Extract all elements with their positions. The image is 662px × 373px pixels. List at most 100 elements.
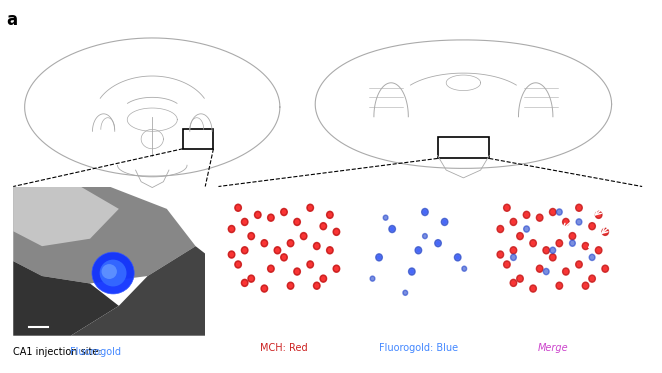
Circle shape bbox=[435, 240, 442, 247]
Circle shape bbox=[597, 213, 600, 217]
Circle shape bbox=[518, 234, 522, 238]
Circle shape bbox=[505, 263, 508, 266]
Circle shape bbox=[289, 284, 292, 288]
Circle shape bbox=[591, 225, 594, 228]
Circle shape bbox=[549, 254, 556, 261]
Circle shape bbox=[294, 219, 301, 225]
Circle shape bbox=[563, 219, 569, 225]
Circle shape bbox=[267, 214, 274, 221]
Circle shape bbox=[235, 261, 242, 268]
Text: Merge: Merge bbox=[538, 343, 568, 353]
Circle shape bbox=[577, 206, 581, 210]
Circle shape bbox=[536, 265, 543, 272]
Circle shape bbox=[235, 204, 242, 211]
Circle shape bbox=[287, 282, 294, 289]
Circle shape bbox=[243, 281, 246, 285]
Circle shape bbox=[230, 253, 233, 256]
Circle shape bbox=[576, 261, 583, 268]
Circle shape bbox=[604, 267, 607, 270]
Circle shape bbox=[261, 240, 267, 247]
Circle shape bbox=[576, 219, 582, 225]
Circle shape bbox=[322, 277, 325, 280]
Circle shape bbox=[294, 268, 301, 275]
Circle shape bbox=[583, 242, 589, 250]
Circle shape bbox=[315, 244, 318, 248]
Circle shape bbox=[274, 247, 281, 254]
Circle shape bbox=[589, 254, 595, 260]
Circle shape bbox=[597, 248, 600, 252]
Circle shape bbox=[295, 220, 299, 224]
Circle shape bbox=[276, 248, 279, 252]
Circle shape bbox=[243, 248, 246, 252]
Circle shape bbox=[389, 225, 395, 233]
Ellipse shape bbox=[99, 260, 126, 286]
Circle shape bbox=[498, 253, 502, 256]
Ellipse shape bbox=[101, 264, 117, 279]
Circle shape bbox=[295, 270, 299, 273]
Polygon shape bbox=[13, 186, 119, 246]
Circle shape bbox=[333, 265, 340, 272]
Circle shape bbox=[424, 210, 426, 214]
Circle shape bbox=[512, 248, 515, 252]
Circle shape bbox=[563, 268, 569, 275]
Circle shape bbox=[543, 247, 549, 254]
Circle shape bbox=[283, 210, 285, 214]
Circle shape bbox=[517, 275, 523, 282]
Circle shape bbox=[602, 265, 608, 272]
Circle shape bbox=[328, 248, 332, 252]
Circle shape bbox=[510, 279, 517, 286]
Circle shape bbox=[326, 211, 333, 218]
Circle shape bbox=[254, 211, 261, 218]
Circle shape bbox=[517, 233, 523, 239]
Circle shape bbox=[583, 282, 589, 289]
Circle shape bbox=[269, 267, 273, 270]
Circle shape bbox=[443, 220, 446, 224]
Circle shape bbox=[307, 204, 314, 211]
Circle shape bbox=[263, 241, 266, 245]
Circle shape bbox=[335, 230, 338, 233]
Circle shape bbox=[602, 228, 608, 235]
Circle shape bbox=[589, 223, 595, 230]
Circle shape bbox=[569, 233, 576, 239]
Circle shape bbox=[248, 275, 254, 282]
Circle shape bbox=[376, 254, 383, 261]
Circle shape bbox=[242, 279, 248, 286]
Circle shape bbox=[267, 265, 274, 272]
Circle shape bbox=[403, 290, 408, 295]
Circle shape bbox=[287, 240, 294, 247]
Circle shape bbox=[250, 277, 253, 280]
Circle shape bbox=[314, 242, 320, 250]
Circle shape bbox=[228, 251, 235, 258]
Circle shape bbox=[261, 285, 267, 292]
Circle shape bbox=[315, 284, 318, 288]
Circle shape bbox=[442, 219, 448, 225]
Circle shape bbox=[320, 275, 326, 282]
Bar bbox=[183, 129, 213, 149]
Circle shape bbox=[556, 282, 563, 289]
Circle shape bbox=[512, 220, 515, 224]
Circle shape bbox=[454, 254, 461, 261]
Text: Fluorogold: Fluorogold bbox=[70, 347, 120, 357]
Circle shape bbox=[498, 227, 502, 231]
Circle shape bbox=[584, 244, 587, 248]
Circle shape bbox=[558, 241, 561, 245]
Circle shape bbox=[571, 234, 574, 238]
Circle shape bbox=[328, 213, 332, 217]
Circle shape bbox=[289, 241, 292, 245]
Circle shape bbox=[281, 209, 287, 216]
Circle shape bbox=[322, 225, 325, 228]
Circle shape bbox=[377, 256, 381, 259]
Circle shape bbox=[462, 266, 467, 271]
Circle shape bbox=[417, 248, 420, 252]
Circle shape bbox=[576, 204, 583, 211]
Circle shape bbox=[408, 268, 415, 275]
Circle shape bbox=[551, 210, 554, 214]
Circle shape bbox=[512, 281, 515, 285]
Ellipse shape bbox=[92, 252, 134, 294]
Circle shape bbox=[307, 261, 314, 268]
Circle shape bbox=[269, 216, 273, 219]
Circle shape bbox=[436, 241, 440, 245]
Circle shape bbox=[230, 227, 233, 231]
Circle shape bbox=[544, 269, 549, 275]
Circle shape bbox=[308, 206, 312, 210]
